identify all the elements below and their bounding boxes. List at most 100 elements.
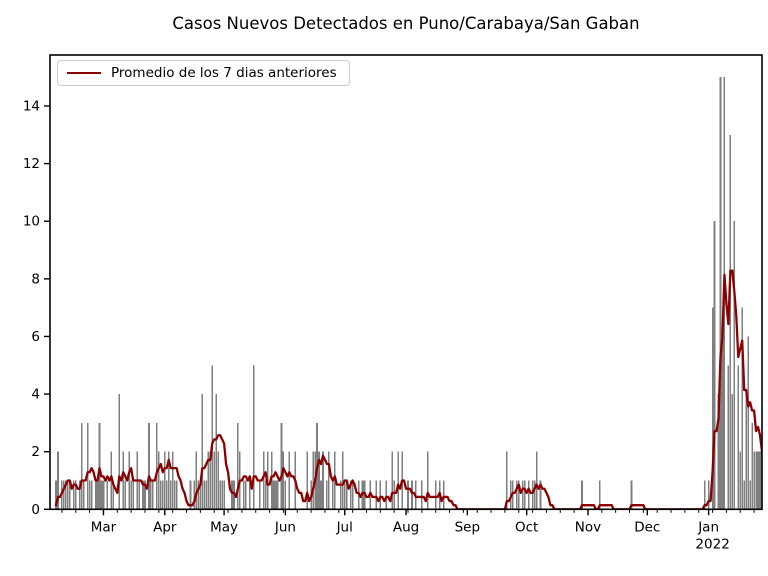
y-tick-label: 8 [31, 271, 40, 287]
daily-cases-bar [217, 451, 219, 510]
daily-cases-bar [318, 451, 320, 510]
daily-cases-bar [90, 480, 93, 510]
daily-cases-bar [745, 394, 747, 510]
daily-cases-bar [175, 480, 178, 510]
daily-cases-bar [167, 451, 170, 510]
daily-cases-bar [533, 480, 536, 510]
daily-cases-bar [523, 480, 526, 510]
daily-cases-bar [57, 451, 59, 510]
daily-cases-bar [169, 480, 172, 510]
daily-cases-bar [703, 480, 706, 510]
daily-cases-bar [276, 480, 279, 510]
daily-cases-bar [112, 480, 115, 510]
y-tick-label: 2 [31, 444, 40, 460]
daily-cases-bar [339, 480, 342, 510]
daily-cases-bar [138, 480, 140, 510]
daily-cases-bar [328, 451, 330, 510]
daily-cases-bar [306, 451, 308, 510]
daily-cases-bar [171, 451, 174, 510]
daily-cases-bar [102, 480, 105, 510]
daily-cases-bar [74, 480, 77, 510]
daily-cases-bar [719, 77, 722, 510]
x-tick-label: Nov [575, 519, 601, 535]
daily-cases-bar [98, 422, 101, 510]
daily-cases-bar [215, 394, 217, 510]
daily-cases-bar [727, 365, 730, 510]
daily-cases-bar [245, 480, 247, 510]
daily-cases-bar [211, 365, 214, 510]
daily-cases-bar [264, 480, 267, 510]
daily-cases-bar [707, 480, 710, 510]
daily-cases-bar [393, 480, 395, 510]
y-tick-label: 10 [23, 214, 40, 230]
y-tick-label: 0 [31, 502, 40, 518]
daily-cases-bar [539, 480, 542, 510]
daily-cases-bar [243, 480, 245, 510]
daily-cases-bar [581, 480, 583, 510]
daily-cases-bar [209, 451, 212, 510]
daily-cases-bar [385, 480, 388, 510]
daily-cases-bar [258, 480, 261, 510]
daily-cases-bar [322, 451, 324, 510]
daily-cases-bar [193, 480, 196, 510]
daily-cases-bar [755, 451, 757, 510]
daily-cases-bar [78, 480, 81, 510]
daily-cases-bar [332, 480, 334, 510]
plot-area [54, 77, 762, 510]
daily-cases-bar [757, 451, 759, 510]
daily-cases-bar [55, 480, 57, 510]
daily-cases-bar [128, 451, 130, 510]
daily-cases-bar [73, 480, 75, 510]
daily-cases-bar [231, 480, 233, 510]
daily-cases-bar [630, 480, 633, 510]
daily-cases-bar [148, 422, 150, 510]
daily-cases-bar [379, 480, 382, 510]
x-tick-label: Jul [336, 519, 353, 535]
daily-cases-bar [407, 480, 409, 510]
daily-cases-bar [741, 307, 744, 510]
daily-cases-bar [282, 451, 285, 510]
daily-cases-bar [341, 451, 344, 510]
daily-cases-bar [711, 307, 714, 510]
daily-cases-bar [199, 480, 202, 510]
daily-cases-bar [517, 480, 520, 510]
daily-cases-bar [351, 480, 354, 510]
daily-cases-bar [65, 480, 67, 510]
daily-cases-bar [161, 480, 164, 510]
daily-cases-bar [195, 451, 198, 510]
daily-cases-bar [122, 451, 125, 510]
daily-cases-bar [152, 480, 154, 510]
daily-cases-bar [759, 451, 761, 510]
daily-cases-bar [349, 480, 352, 510]
daily-cases-bar [144, 480, 146, 510]
daily-cases-bar [739, 451, 742, 510]
daily-cases-bar [156, 422, 158, 510]
daily-cases-bar [721, 336, 724, 510]
daily-cases-bar [69, 480, 71, 510]
daily-cases-bar [142, 480, 144, 510]
daily-cases-bar [729, 134, 732, 510]
daily-cases-bar [86, 422, 89, 510]
daily-cases-bar [599, 480, 601, 510]
daily-cases-bar [527, 480, 530, 510]
daily-cases-bar [421, 480, 423, 510]
daily-cases-bar [262, 451, 265, 510]
daily-cases-bar [213, 451, 216, 510]
daily-cases-bar [737, 365, 740, 510]
daily-cases-bar [165, 480, 168, 510]
daily-cases-bar [173, 480, 176, 510]
daily-cases-bar [124, 480, 127, 510]
daily-cases-bar [280, 422, 283, 510]
daily-cases-bar [203, 480, 206, 510]
daily-cases-bar [442, 480, 445, 510]
daily-cases-bar [751, 422, 753, 510]
daily-cases-bar [733, 221, 736, 510]
x-tick-label: Aug [393, 519, 419, 535]
daily-cases-bar [197, 480, 200, 510]
legend-label: Promedio de los 7 dias anteriores [111, 65, 337, 81]
daily-cases-bar [130, 480, 132, 510]
daily-cases-bar [223, 480, 225, 510]
daily-cases-bar [82, 480, 85, 510]
daily-cases-bar [426, 451, 429, 510]
